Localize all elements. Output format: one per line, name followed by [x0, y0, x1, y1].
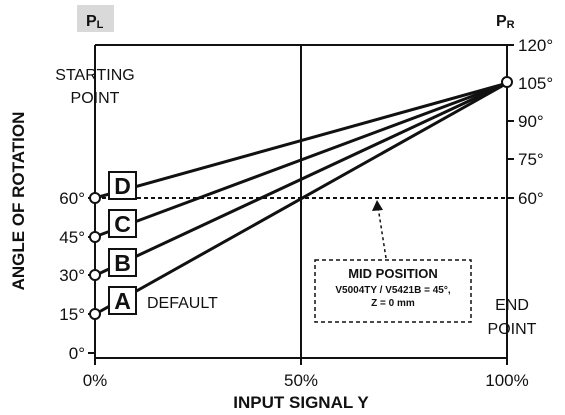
start-point-marker-d	[89, 192, 101, 204]
end-point-label: POINT	[488, 321, 537, 338]
x-axis-title: INPUT SIGNAL Y	[233, 393, 369, 412]
pl-label: PL	[86, 13, 104, 31]
y-axis-title: ANGLE OF ROTATION	[9, 112, 28, 291]
setting-box-c	[108, 209, 137, 238]
characteristic-line-d	[94, 81, 508, 200]
callout-arrow-head	[372, 200, 383, 211]
setting-letter-d: D	[114, 173, 131, 199]
end-point-marker	[501, 76, 513, 88]
right-tick-label: 120°	[518, 36, 553, 55]
x-tick-label: 0%	[83, 371, 108, 390]
starting-point-label: STARTING	[55, 67, 134, 84]
characteristic-line-b	[94, 81, 508, 277]
mid-position-title: MID POSITION	[348, 266, 438, 281]
setting-letter-b: B	[114, 250, 131, 276]
right-tick-label: 75°	[518, 150, 544, 169]
left-tick-label: 60°	[59, 189, 85, 208]
setting-box-b	[108, 248, 137, 277]
mid-position-note-line: Z = 0 mm	[371, 298, 415, 309]
pr-label: PR	[496, 13, 515, 31]
default-label: DEFAULT	[147, 295, 218, 312]
setting-box-a	[108, 286, 137, 315]
right-tick-label: 105°	[518, 74, 553, 93]
setting-letter-a: A	[114, 288, 131, 314]
characteristic-line-a	[94, 81, 508, 316]
left-tick-label: 0°	[69, 344, 85, 363]
pl-tag-background	[77, 5, 114, 32]
right-tick-label: 60°	[518, 189, 544, 208]
start-point-marker-c	[89, 231, 101, 243]
starting-point-label: POINT	[71, 90, 120, 107]
left-tick-label: 30°	[59, 266, 85, 285]
mid-position-note-line: V5004TY / V5421B = 45°,	[335, 285, 451, 296]
mid-position-callout	[314, 259, 472, 323]
callout-arrow-line	[377, 206, 387, 259]
setting-letter-c: C	[114, 211, 131, 237]
right-tick-label: 90°	[518, 112, 544, 131]
x-tick-label: 100%	[485, 371, 528, 390]
start-point-marker-a	[89, 308, 101, 320]
left-tick-label: 45°	[59, 228, 85, 247]
start-point-marker-b	[89, 269, 101, 281]
left-tick-label: 15°	[59, 305, 85, 324]
characteristic-line-c	[94, 81, 508, 239]
setting-box-d	[108, 171, 137, 200]
x-tick-label: 50%	[284, 371, 318, 390]
end-point-label: END	[495, 297, 529, 314]
